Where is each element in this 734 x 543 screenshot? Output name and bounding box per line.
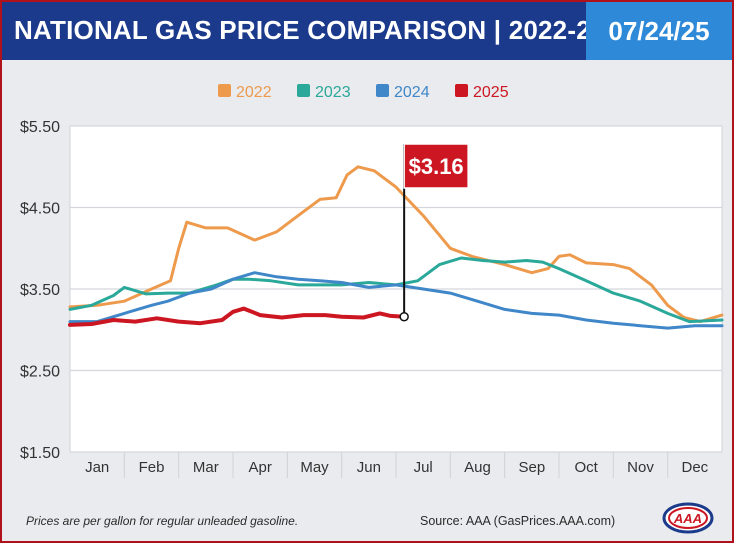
y-axis: $5.50 $4.50 $3.50 $2.50 $1.50 (20, 119, 60, 462)
y-tick-label: $4.50 (20, 201, 60, 218)
x-tick-label: Jan (85, 459, 109, 476)
x-tick-label: Apr (248, 459, 271, 476)
x-tick-label: Mar (193, 459, 219, 476)
svg-text:AAA: AAA (673, 511, 702, 526)
legend-swatch-2024 (376, 84, 389, 97)
y-tick-label: $2.50 (20, 364, 60, 381)
legend-swatch-2022 (218, 84, 231, 97)
page-title: NATIONAL GAS PRICE COMPARISON | 2022-202… (14, 15, 635, 45)
callout: $3.16 (399, 143, 469, 322)
date-badge: 07/24/25 (586, 2, 732, 60)
series-line-2025 (68, 306, 407, 327)
legend: 2022 2023 2024 2025 (218, 84, 509, 101)
y-tick-label: $3.50 (20, 282, 60, 299)
x-axis: Jan Feb Mar Apr May Jun Jul Aug Sep Oct Nov Dec (85, 452, 709, 478)
legend-label-2024: 2024 (394, 84, 430, 101)
callout-marker (399, 311, 409, 322)
aaa-logo: AAA (662, 502, 714, 534)
legend-label-2025: 2025 (473, 84, 509, 101)
legend-label-2022: 2022 (236, 84, 272, 101)
x-tick-label: Jul (414, 459, 433, 476)
x-tick-label: May (300, 459, 329, 476)
y-tick-label: $1.50 (20, 445, 60, 462)
legend-label-2023: 2023 (315, 84, 351, 101)
source-credit: Source: AAA (GasPrices.AAA.com) (420, 514, 616, 528)
series-lines (68, 165, 724, 330)
series-line-2024 (68, 271, 724, 330)
callout-label: $3.16 (409, 154, 464, 179)
x-tick-label: Feb (139, 459, 165, 476)
x-tick-label: Sep (518, 459, 545, 476)
x-tick-label: Dec (681, 459, 708, 476)
legend-swatch-2025 (455, 84, 468, 97)
x-tick-label: Aug (464, 459, 491, 476)
x-tick-label: Oct (574, 459, 598, 476)
series-line-2022 (68, 165, 724, 324)
callout-flag (403, 143, 469, 189)
line-chart: 2022 2023 2024 2025 $5.50 $4.50 $3.50 $2.50 $1.… (20, 84, 724, 478)
series-line-2023 (68, 256, 724, 324)
x-tick-label: Nov (627, 459, 654, 476)
header-bar: NATIONAL GAS PRICE COMPARISON | 2022-202… (2, 2, 732, 60)
footnote: Prices are per gallon for regular unlead… (26, 514, 299, 528)
y-tick-label: $5.50 (20, 119, 60, 136)
x-tick-label: Jun (357, 459, 381, 476)
legend-swatch-2023 (297, 84, 310, 97)
